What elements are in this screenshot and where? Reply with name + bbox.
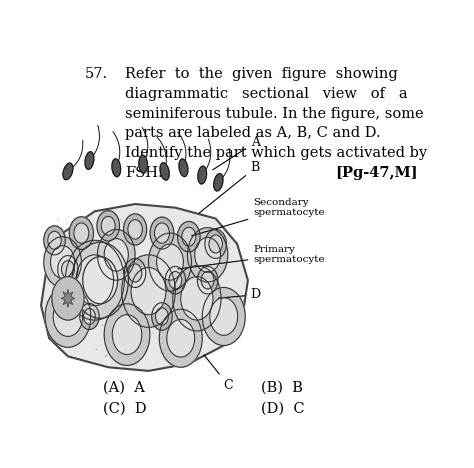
Circle shape: [44, 237, 82, 287]
Circle shape: [112, 314, 142, 355]
Circle shape: [209, 235, 222, 253]
Circle shape: [83, 256, 118, 304]
Circle shape: [52, 277, 84, 320]
Ellipse shape: [160, 163, 169, 180]
Text: B: B: [199, 161, 260, 213]
Text: parts are labeled as A, B, C and D.: parts are labeled as A, B, C and D.: [125, 126, 381, 140]
Circle shape: [72, 242, 128, 318]
Circle shape: [169, 271, 182, 289]
Circle shape: [58, 256, 78, 283]
Circle shape: [156, 244, 183, 280]
Circle shape: [48, 231, 61, 249]
Text: diagrammatic   sectional   view   of   a: diagrammatic sectional view of a: [125, 87, 408, 101]
Circle shape: [124, 258, 146, 287]
Text: Identify the part which gets activated by: Identify the part which gets activated b…: [125, 146, 428, 160]
Circle shape: [45, 285, 91, 347]
Circle shape: [62, 261, 74, 278]
Text: FSH.: FSH.: [125, 166, 163, 180]
Circle shape: [205, 229, 227, 258]
Ellipse shape: [179, 159, 188, 176]
Polygon shape: [61, 289, 75, 307]
Circle shape: [202, 287, 245, 345]
Circle shape: [188, 227, 228, 282]
Circle shape: [159, 309, 202, 367]
Circle shape: [210, 298, 237, 336]
Circle shape: [44, 226, 65, 255]
Circle shape: [74, 223, 89, 243]
Text: C: C: [204, 355, 233, 392]
Circle shape: [122, 255, 175, 328]
Circle shape: [201, 271, 214, 289]
Text: D: D: [219, 288, 261, 301]
Circle shape: [165, 266, 186, 294]
Circle shape: [178, 221, 200, 252]
Circle shape: [104, 304, 150, 366]
Ellipse shape: [85, 152, 94, 169]
Circle shape: [83, 308, 95, 324]
Text: (C)  D: (C) D: [103, 402, 147, 416]
Circle shape: [80, 303, 99, 329]
Circle shape: [128, 264, 142, 282]
Text: (D)  C: (D) C: [261, 402, 305, 416]
Circle shape: [152, 303, 172, 330]
Circle shape: [76, 255, 114, 306]
Circle shape: [128, 219, 142, 239]
Circle shape: [195, 237, 220, 272]
Text: Secondary
spermatocyte: Secondary spermatocyte: [191, 197, 325, 236]
Polygon shape: [41, 204, 248, 371]
Ellipse shape: [139, 155, 147, 173]
Circle shape: [173, 266, 221, 331]
Circle shape: [98, 229, 135, 280]
Circle shape: [69, 217, 93, 249]
Circle shape: [148, 233, 191, 291]
Circle shape: [167, 319, 195, 357]
Circle shape: [50, 246, 75, 278]
Circle shape: [53, 297, 82, 336]
Circle shape: [182, 227, 196, 246]
Circle shape: [65, 241, 124, 320]
Text: seminiferous tubule. In the figure, some: seminiferous tubule. In the figure, some: [125, 107, 424, 121]
Text: (A)  A: (A) A: [103, 380, 145, 395]
Ellipse shape: [214, 174, 223, 191]
Circle shape: [131, 268, 166, 314]
Ellipse shape: [63, 163, 73, 180]
Ellipse shape: [198, 166, 207, 184]
Circle shape: [150, 217, 174, 249]
Text: [Pg-47,M]: [Pg-47,M]: [335, 166, 418, 180]
Circle shape: [197, 266, 218, 294]
Circle shape: [181, 277, 213, 320]
Circle shape: [101, 216, 115, 235]
Circle shape: [104, 239, 128, 271]
Circle shape: [155, 223, 170, 243]
Text: Refer  to  the  given  figure  showing: Refer to the given figure showing: [125, 67, 398, 81]
Text: Primary
spermatocyte: Primary spermatocyte: [178, 245, 325, 269]
Circle shape: [155, 308, 168, 325]
Text: 57.: 57.: [85, 67, 108, 81]
Ellipse shape: [112, 159, 120, 177]
Text: (B)  B: (B) B: [261, 380, 303, 395]
Circle shape: [124, 214, 146, 245]
Circle shape: [97, 211, 119, 241]
Text: A: A: [213, 136, 260, 170]
